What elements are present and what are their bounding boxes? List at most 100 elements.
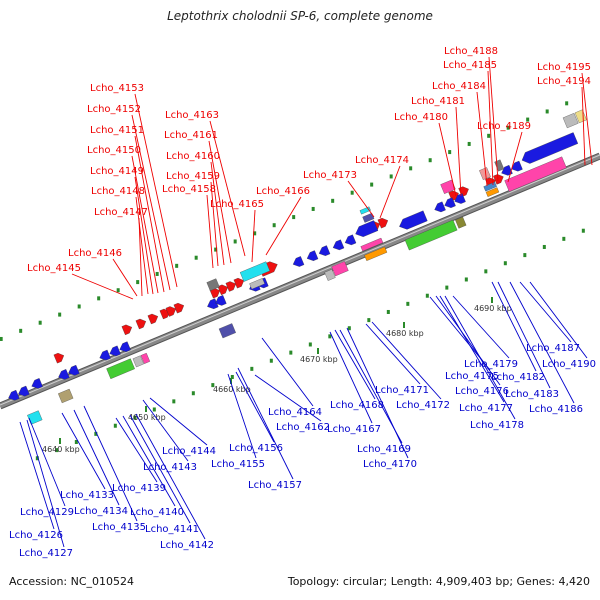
- ruler-dot-lower: [425, 293, 429, 298]
- ruler-dot-lower: [581, 228, 585, 233]
- feature-block: [504, 156, 567, 192]
- gene-plus: [147, 313, 159, 325]
- map-title: Leptothrix cholodnii SP-6, complete geno…: [167, 9, 433, 23]
- ruler-dot-lower: [328, 334, 332, 339]
- minus-strand-leader-line: [439, 295, 505, 403]
- feature-block: [249, 278, 265, 290]
- gene-minus: [99, 349, 111, 361]
- minus-strand-gene-label: Lcho_4183: [505, 389, 559, 400]
- plus-strand-gene-label: Lcho_4165: [210, 199, 264, 210]
- ruler-dot-lower: [542, 244, 546, 249]
- plus-strand-leader-line: [581, 72, 593, 166]
- plus-strand-gene-label: Lcho_4160: [166, 151, 220, 162]
- gene-minus: [119, 341, 131, 353]
- ruler-dot-lower: [74, 439, 78, 444]
- ruler-dot-upper: [545, 109, 549, 114]
- minus-strand-gene-label: Lcho_4156: [229, 443, 283, 454]
- gene-minus: [454, 193, 466, 204]
- gene-minus: [215, 295, 227, 306]
- plus-strand-leader-line: [112, 258, 138, 297]
- feature-block: [27, 410, 43, 425]
- minus-strand-gene-label: Lcho_4168: [330, 400, 384, 411]
- minus-strand-gene-label: Lcho_4190: [542, 359, 596, 370]
- feature-block: [206, 278, 220, 291]
- minus-strand-leader-line: [261, 337, 314, 407]
- minus-strand-gene-label: Lcho_4157: [248, 480, 302, 491]
- gene-plus: [233, 277, 245, 289]
- ruler-dot-lower: [347, 326, 351, 331]
- plus-strand-leader-line: [138, 217, 143, 297]
- minus-strand-leader-line: [227, 373, 257, 459]
- plus-strand-leader-line: [134, 135, 165, 293]
- gene-minus: [306, 250, 319, 261]
- minus-strand-leader-line: [444, 295, 516, 420]
- minus-strand-gene-label: Lcho_4186: [529, 404, 583, 415]
- minus-strand-gene-label: Lcho_4177: [459, 403, 513, 414]
- plus-strand-gene-label: Lcho_4161: [164, 130, 218, 141]
- minus-strand-leader-line: [26, 419, 65, 548]
- tick-label: 4660 kbp: [213, 385, 251, 394]
- minus-strand-gene-label: Lcho_4170: [363, 459, 417, 470]
- feature-block: [331, 261, 349, 277]
- gene-plus: [121, 324, 133, 336]
- ruler-dot-upper: [233, 239, 237, 244]
- ruler-dot-upper: [350, 190, 354, 195]
- gene-plus: [135, 318, 147, 330]
- ruler-dot-lower: [367, 318, 371, 323]
- ruler-dot-lower: [289, 350, 293, 355]
- ruler-dot-upper: [272, 223, 276, 228]
- feature-block: [218, 323, 236, 339]
- minus-strand-leader-line: [135, 413, 206, 540]
- ruler-dot-upper: [0, 336, 3, 341]
- plus-strand-leader-line: [476, 91, 488, 187]
- feature-block: [140, 352, 151, 364]
- ruler-dot-lower: [172, 399, 176, 404]
- minus-strand-gene-label: Lcho_4139: [112, 483, 166, 494]
- plus-strand-leader-line: [487, 70, 494, 186]
- plus-strand-gene-label: Lcho_4147: [94, 207, 148, 218]
- minus-strand-gene-label: Lcho_4179: [464, 359, 518, 370]
- plus-strand-leader-line: [134, 93, 178, 288]
- plus-strand-gene-label: Lcho_4153: [90, 83, 144, 94]
- minus-strand-leader-line: [115, 417, 158, 483]
- minus-strand-leader-line: [235, 371, 275, 443]
- ruler-dot-upper: [58, 312, 62, 317]
- ruler-dot-lower: [523, 253, 527, 258]
- feature-block: [324, 269, 336, 281]
- minus-strand-leader-line: [61, 412, 106, 490]
- minus-strand-gene-label: Lcho_4187: [526, 343, 580, 354]
- minus-strand-gene-label: Lcho_4143: [143, 462, 197, 473]
- plus-strand-leader-line: [131, 114, 171, 291]
- gene-minus: [355, 220, 379, 237]
- plus-strand-gene-label: Lcho_4151: [90, 125, 144, 136]
- gene-minus: [207, 298, 219, 309]
- gene-minus: [399, 210, 428, 230]
- ruler-dot-upper: [292, 215, 296, 220]
- plus-strand-gene-label: Lcho_4146: [68, 248, 122, 259]
- ruler-dot-lower: [484, 269, 488, 274]
- gene-minus: [109, 345, 121, 357]
- plus-strand-gene-label: Lcho_4181: [411, 96, 465, 107]
- gene-plus: [217, 284, 229, 296]
- plus-strand-leader-line: [251, 209, 256, 263]
- plus-strand-gene-label: Lcho_4152: [87, 104, 141, 115]
- plus-strand-gene-label: Lcho_4173: [303, 170, 357, 181]
- minus-strand-gene-label: Lcho_4140: [130, 507, 184, 518]
- minus-strand-leader-line: [329, 331, 373, 424]
- gene-minus: [31, 378, 43, 389]
- plus-strand-leader-line: [455, 106, 462, 197]
- plus-strand-gene-label: Lcho_4159: [166, 171, 220, 182]
- minus-strand-leader-line: [149, 397, 208, 446]
- minus-strand-gene-label: Lcho_4155: [211, 459, 265, 470]
- tick-label: 4680 kbp: [386, 329, 424, 338]
- minus-strand-gene-label: Lcho_4178: [470, 420, 524, 431]
- plus-strand-leader-line: [209, 120, 246, 257]
- plus-strand-gene-label: Lcho_4195: [537, 62, 591, 73]
- minus-strand-gene-label: Lcho_4133: [60, 490, 114, 501]
- ruler-dot-upper: [409, 166, 413, 171]
- ruler-dot-upper: [448, 150, 452, 155]
- plus-strand-leader-line: [265, 196, 302, 256]
- feature-block: [106, 358, 135, 380]
- ruler-dot-upper: [370, 182, 374, 187]
